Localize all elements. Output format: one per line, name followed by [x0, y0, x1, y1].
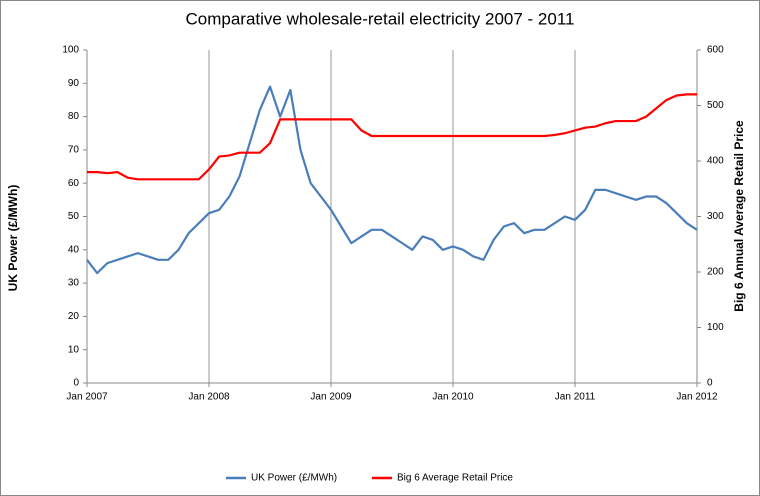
y2-tick-label: 600	[707, 45, 724, 56]
y2-tick-label: 100	[707, 322, 724, 333]
y-tick-label: 30	[68, 278, 80, 289]
series-line	[87, 93, 697, 181]
y-tick-label: 20	[68, 311, 80, 322]
y-tick-label: 90	[68, 78, 80, 89]
y-tick-label: 80	[68, 111, 80, 122]
y-tick-label: 10	[68, 344, 80, 355]
y-tick-label: 70	[68, 145, 80, 156]
y2-axis-label: Big 6 Annual Average Retail Price	[732, 120, 746, 312]
x-tick-label: Jan 2007	[66, 392, 108, 403]
y2-tick-label: 0	[707, 378, 713, 389]
y2-tick-label: 500	[707, 100, 724, 111]
x-tick-label: Jan 2009	[310, 392, 352, 403]
y-tick-label: 40	[68, 244, 80, 255]
y2-tick-label: 200	[707, 267, 724, 278]
x-tick-label: Jan 2012	[676, 392, 718, 403]
x-tick-label: Jan 2008	[188, 392, 230, 403]
y-tick-label: 60	[68, 178, 80, 189]
legend-label: Big 6 Average Retail Price	[397, 473, 513, 484]
chart-title: Comparative wholesale-retail electricity…	[186, 9, 575, 28]
x-tick-label: Jan 2010	[432, 392, 474, 403]
y2-tick-label: 300	[707, 211, 724, 222]
y-tick-label: 50	[68, 211, 80, 222]
y-axis-label: UK Power (£/MWh)	[6, 185, 20, 292]
y2-tick-label: 400	[707, 156, 724, 167]
y-tick-label: 0	[73, 378, 79, 389]
y-tick-label: 100	[62, 45, 79, 56]
series-line	[86, 85, 698, 275]
x-tick-label: Jan 2011	[555, 392, 596, 403]
legend-label: UK Power (£/MWh)	[251, 473, 337, 484]
